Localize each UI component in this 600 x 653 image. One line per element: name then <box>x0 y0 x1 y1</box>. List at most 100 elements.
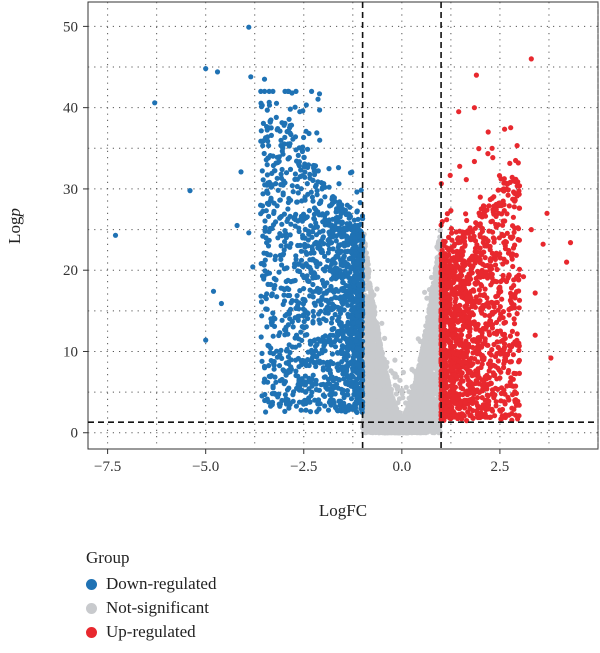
point-not-significant <box>380 358 386 365</box>
point-up-regulated <box>482 312 488 318</box>
point-not-significant <box>433 371 440 377</box>
point-not-significant <box>394 374 400 380</box>
point-up-regulated <box>471 158 477 165</box>
point-not-significant <box>403 384 409 390</box>
point-not-significant <box>417 427 423 433</box>
point-not-significant <box>428 411 434 417</box>
point-not-significant <box>368 345 374 351</box>
point-not-significant <box>417 362 423 368</box>
point-up-regulated <box>499 296 505 302</box>
point-not-significant <box>437 227 443 234</box>
point-not-significant <box>372 403 378 409</box>
point-up-regulated <box>474 395 481 401</box>
point-not-significant <box>422 289 428 295</box>
point-not-significant <box>400 395 406 401</box>
point-not-significant <box>379 320 385 326</box>
point-not-significant <box>399 391 405 397</box>
point-not-significant <box>420 410 427 416</box>
point-up-regulated <box>470 350 476 356</box>
point-not-significant <box>380 381 386 387</box>
point-not-significant <box>367 427 373 433</box>
point-not-significant <box>429 428 435 435</box>
point-not-significant <box>366 308 373 314</box>
point-up-regulated <box>501 256 507 262</box>
point-not-significant <box>392 415 398 421</box>
point-not-significant <box>430 280 437 286</box>
point-not-significant <box>423 393 429 399</box>
point-not-significant <box>413 384 419 390</box>
point-not-significant <box>375 328 381 334</box>
point-up-regulated <box>490 155 496 161</box>
point-not-significant <box>369 334 375 340</box>
point-up-regulated <box>509 328 515 334</box>
point-not-significant <box>374 368 380 374</box>
point-not-significant <box>415 336 421 342</box>
point-not-significant <box>371 386 377 392</box>
point-not-significant <box>378 426 384 432</box>
point-not-significant <box>417 376 423 383</box>
point-not-significant <box>384 411 390 417</box>
point-not-significant <box>371 415 377 421</box>
point-up-regulated <box>492 413 498 419</box>
point-not-significant <box>413 415 419 421</box>
point-up-regulated <box>516 237 523 243</box>
point-not-significant <box>418 381 424 387</box>
point-not-significant <box>369 299 375 305</box>
point-not-significant <box>376 343 382 349</box>
point-not-significant <box>373 374 379 380</box>
point-up-regulated <box>507 160 513 166</box>
point-not-significant <box>369 316 375 322</box>
point-not-significant <box>377 352 383 358</box>
point-not-significant <box>428 294 434 300</box>
point-not-significant <box>424 295 430 301</box>
point-up-regulated <box>510 245 517 251</box>
point-layer <box>112 24 574 436</box>
point-not-significant <box>432 406 438 412</box>
point-not-significant <box>392 357 398 363</box>
point-up-regulated <box>448 226 454 232</box>
point-not-significant <box>368 321 374 327</box>
point-not-significant <box>423 380 429 386</box>
point-up-regulated <box>448 208 454 214</box>
point-not-significant <box>375 381 381 387</box>
point-up-regulated <box>485 151 491 157</box>
point-not-significant <box>430 423 436 429</box>
point-not-significant <box>410 401 416 407</box>
point-up-regulated <box>492 262 499 268</box>
point-up-regulated <box>488 282 494 288</box>
point-not-significant <box>423 323 429 329</box>
point-not-significant <box>384 373 390 379</box>
point-up-regulated <box>490 229 496 235</box>
point-not-significant <box>368 287 374 293</box>
point-not-significant <box>392 404 398 410</box>
point-not-significant <box>433 267 439 273</box>
point-not-significant <box>376 391 382 397</box>
point-up-regulated <box>502 126 508 132</box>
point-not-significant <box>432 352 439 358</box>
point-up-regulated <box>463 177 469 183</box>
point-up-regulated <box>514 311 520 317</box>
point-up-regulated <box>514 331 520 337</box>
point-up-regulated <box>500 277 506 283</box>
point-not-significant <box>406 405 412 411</box>
point-up-regulated <box>500 309 506 315</box>
point-not-significant <box>379 370 385 376</box>
point-not-significant <box>383 391 389 397</box>
point-not-significant <box>388 389 394 396</box>
point-not-significant <box>365 273 371 280</box>
point-not-significant <box>376 337 382 343</box>
point-not-significant <box>370 378 376 385</box>
point-not-significant <box>400 369 406 375</box>
point-not-significant <box>420 346 426 352</box>
point-not-significant <box>382 335 388 341</box>
point-not-significant <box>369 294 375 300</box>
point-up-regulated <box>467 357 473 363</box>
point-up-regulated <box>516 347 522 353</box>
point-up-regulated <box>476 146 482 152</box>
point-not-significant <box>429 310 435 317</box>
point-not-significant <box>410 392 416 398</box>
point-not-significant <box>417 420 423 426</box>
point-not-significant <box>412 409 418 415</box>
